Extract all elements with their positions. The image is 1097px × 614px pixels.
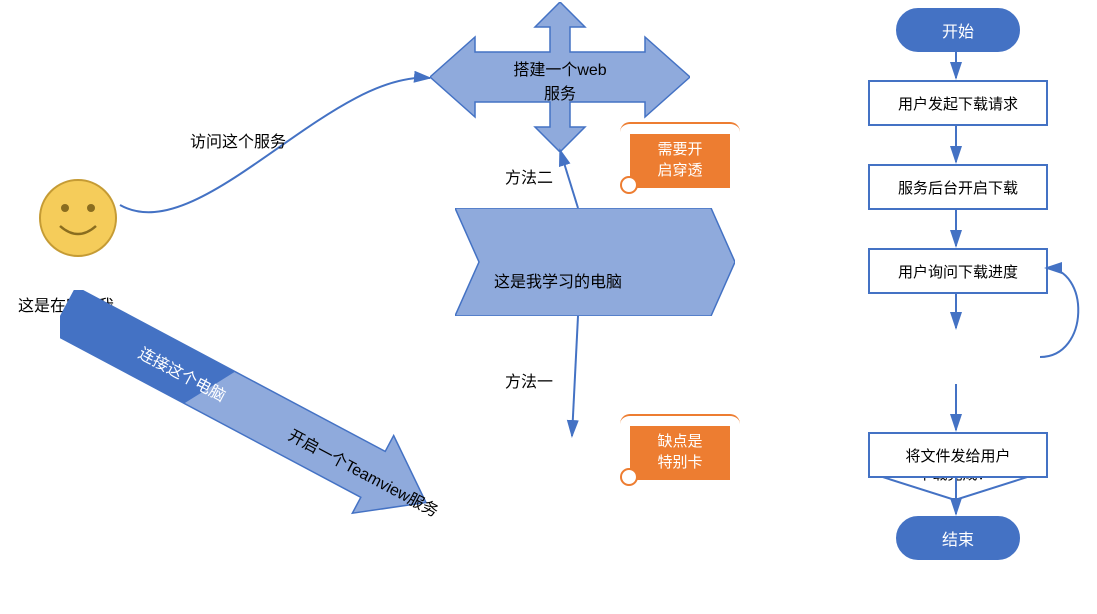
flow-step2: 服务后台开启下载 [868, 164, 1048, 210]
flow-step4: 将文件发给用户 [868, 432, 1048, 478]
flow-step3: 用户询问下载进度 [868, 248, 1048, 294]
access-service-label: 访问这个服务 [190, 128, 286, 152]
flow-end: 结束 [896, 516, 1020, 560]
smiley-icon [38, 178, 118, 258]
study-computer-label: 这是我学习的电脑 [494, 268, 622, 292]
method2-label: 方法二 [505, 164, 553, 188]
note-tunnel: 需要开 启穿透 [630, 130, 730, 188]
flow-step1: 用户发起下载请求 [868, 80, 1048, 126]
flow-start: 开始 [896, 8, 1020, 52]
web-service-label: 搭建一个web 服务 [500, 56, 620, 104]
note-slow: 缺点是 特别卡 [630, 422, 730, 480]
